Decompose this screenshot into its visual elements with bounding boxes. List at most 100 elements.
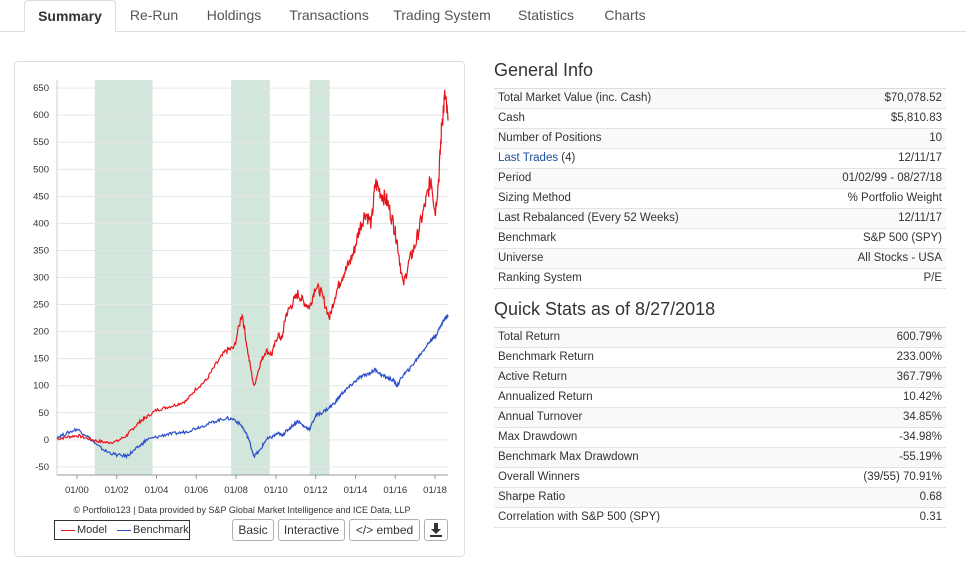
quick-stats-title: Quick Stats as of 8/27/2018 — [494, 299, 716, 319]
interactive-chart-button[interactable]: Interactive — [278, 519, 345, 541]
x-tick-label: 01/12 — [304, 485, 328, 496]
data-credit: © Portfolio123 | Data provided by S&P Gl… — [73, 505, 411, 515]
table-row: Benchmark Return 233.00% — [494, 348, 946, 368]
download-icon — [430, 523, 442, 537]
row-key: Benchmark Return — [498, 351, 594, 363]
table-row: Last Trades (4) 12/11/17 — [494, 149, 946, 169]
row-key: Correlation with S&P 500 (SPY) — [498, 511, 661, 523]
y-tick-label: 200 — [33, 327, 49, 338]
row-value: -34.98% — [899, 431, 942, 443]
row-value: 34.85% — [902, 411, 942, 423]
row-key: Annualized Return — [498, 391, 593, 403]
y-tick-label: 300 — [33, 273, 49, 284]
row-value: S&P 500 (SPY) — [862, 232, 942, 244]
basic-chart-button[interactable]: Basic — [232, 519, 274, 541]
row-value: $70,078.52 — [884, 92, 942, 104]
row-value: 367.79% — [896, 371, 942, 383]
y-tick-label: 400 — [33, 218, 49, 229]
row-value: 233.00% — [896, 351, 942, 363]
row-value: 0.68 — [919, 491, 942, 503]
row-key: Sharpe Ratio — [498, 491, 566, 503]
row-key: Annual Turnover — [498, 411, 583, 423]
embed-button[interactable]: </> embed — [349, 519, 420, 541]
x-tick-label: 01/00 — [65, 485, 89, 496]
legend-benchmark-label: Benchmark — [133, 524, 189, 536]
row-key: Benchmark Max Drawdown — [498, 451, 639, 463]
series-line-model — [56, 89, 449, 445]
table-row: Benchmark Max Drawdown -55.19% — [494, 448, 946, 468]
y-tick-label: 150 — [33, 354, 49, 365]
y-tick-label: 350 — [33, 245, 49, 256]
table-row: Max Drawdown -34.98% — [494, 428, 946, 448]
general-info-title: General Info — [494, 60, 594, 80]
x-tick-label: 01/08 — [224, 485, 248, 496]
last-trades-date-link[interactable]: 12/11/17 — [898, 152, 942, 164]
y-tick-label: 550 — [33, 137, 49, 148]
tab-holdings[interactable]: Holdings — [206, 7, 262, 23]
row-key: Total Return — [498, 331, 561, 343]
y-tick-label: 0 — [44, 435, 49, 446]
row-key: Active Return — [498, 371, 568, 383]
table-row: Benchmark S&P 500 (SPY) — [494, 229, 946, 249]
row-key: Period — [498, 172, 532, 184]
row-key: Cash — [498, 112, 525, 124]
row-key: Universe — [498, 252, 544, 264]
x-tick-label: 01/10 — [264, 485, 288, 496]
row-value: 12/11/17 — [898, 212, 942, 224]
row-key: Max Drawdown — [498, 431, 578, 443]
x-tick-label: 01/16 — [383, 485, 407, 496]
x-tick-label: 01/04 — [145, 485, 169, 496]
table-row: Sizing Method % Portfolio Weight — [494, 189, 946, 209]
row-value: 01/02/99 - 08/27/18 — [842, 172, 942, 184]
y-tick-label: -50 — [35, 462, 49, 473]
y-tick-label: 100 — [33, 381, 49, 392]
tab-charts[interactable]: Charts — [604, 7, 646, 23]
last-trades-link[interactable]: Last Trades — [498, 152, 559, 164]
row-value: All Stocks - USA — [857, 252, 942, 264]
table-row: Period 01/02/99 - 08/27/18 — [494, 169, 946, 189]
table-row: Universe All Stocks - USA — [494, 249, 946, 269]
table-row: Ranking System P/E — [494, 269, 946, 289]
y-tick-label: 650 — [33, 83, 49, 94]
row-key: Last Trades (4) — [498, 149, 575, 168]
tab-summary[interactable]: Summary — [24, 0, 116, 33]
number-of-positions-link[interactable]: Number of Positions — [498, 132, 602, 144]
general-info-table: Total Market Value (inc. Cash) $70,078.5… — [494, 88, 946, 289]
ranking-system-link[interactable]: P/E — [923, 272, 942, 284]
tab-statistics[interactable]: Statistics — [517, 7, 574, 23]
performance-chart: 650600550500450400350300250200150100500-… — [33, 80, 449, 496]
series-line-benchmark — [56, 313, 449, 460]
tab-transactions[interactable]: Transactions — [289, 7, 369, 23]
row-value: $5,810.83 — [890, 112, 942, 124]
legend-model-label: Model — [77, 524, 107, 536]
performance-chart-panel: 650 600 550 500 450 400 350 300 250 200 150 100 50 0-… — [14, 61, 465, 557]
tab-re-run[interactable]: Re-Run — [129, 7, 179, 23]
x-tick-label: 01/14 — [344, 485, 368, 496]
tab-trading-system[interactable]: Trading System — [393, 7, 491, 23]
table-row: Total Market Value (inc. Cash) $70,078.5… — [494, 89, 946, 109]
table-row: Active Return 367.79% — [494, 368, 946, 388]
number-of-positions-value-link[interactable]: 10 — [929, 132, 942, 144]
chart-legend: Model Benchmark — [54, 520, 190, 540]
x-tick-label: 01/06 — [184, 485, 208, 496]
quick-stats-table: Total Return 600.79% Benchmark Return 23… — [494, 327, 946, 528]
row-value: 600.79% — [896, 331, 942, 343]
table-row: Annualized Return 10.42% — [494, 388, 946, 408]
row-key: Overall Winners — [498, 471, 580, 483]
download-button[interactable] — [424, 519, 448, 541]
last-trades-count: (4) — [561, 152, 576, 164]
table-row: Total Return 600.79% — [494, 328, 946, 348]
y-tick-label: 50 — [38, 408, 49, 419]
row-value: (39/55) 70.91% — [863, 471, 942, 483]
row-value: 10.42% — [902, 391, 942, 403]
row-value: -55.19% — [899, 451, 942, 463]
row-key: Total Market Value (inc. Cash) — [498, 92, 652, 104]
table-row: Cash $5,810.83 — [494, 109, 946, 129]
x-tick-label: 01/18 — [423, 485, 447, 496]
y-tick-label: 500 — [33, 164, 49, 175]
row-value: % Portfolio Weight — [847, 192, 942, 204]
y-tick-label: 450 — [33, 191, 49, 202]
y-tick-label: 600 — [33, 110, 49, 121]
row-value: 0.31 — [919, 511, 942, 523]
table-row: Last Rebalanced (Every 52 Weeks) 12/11/1… — [494, 209, 946, 229]
